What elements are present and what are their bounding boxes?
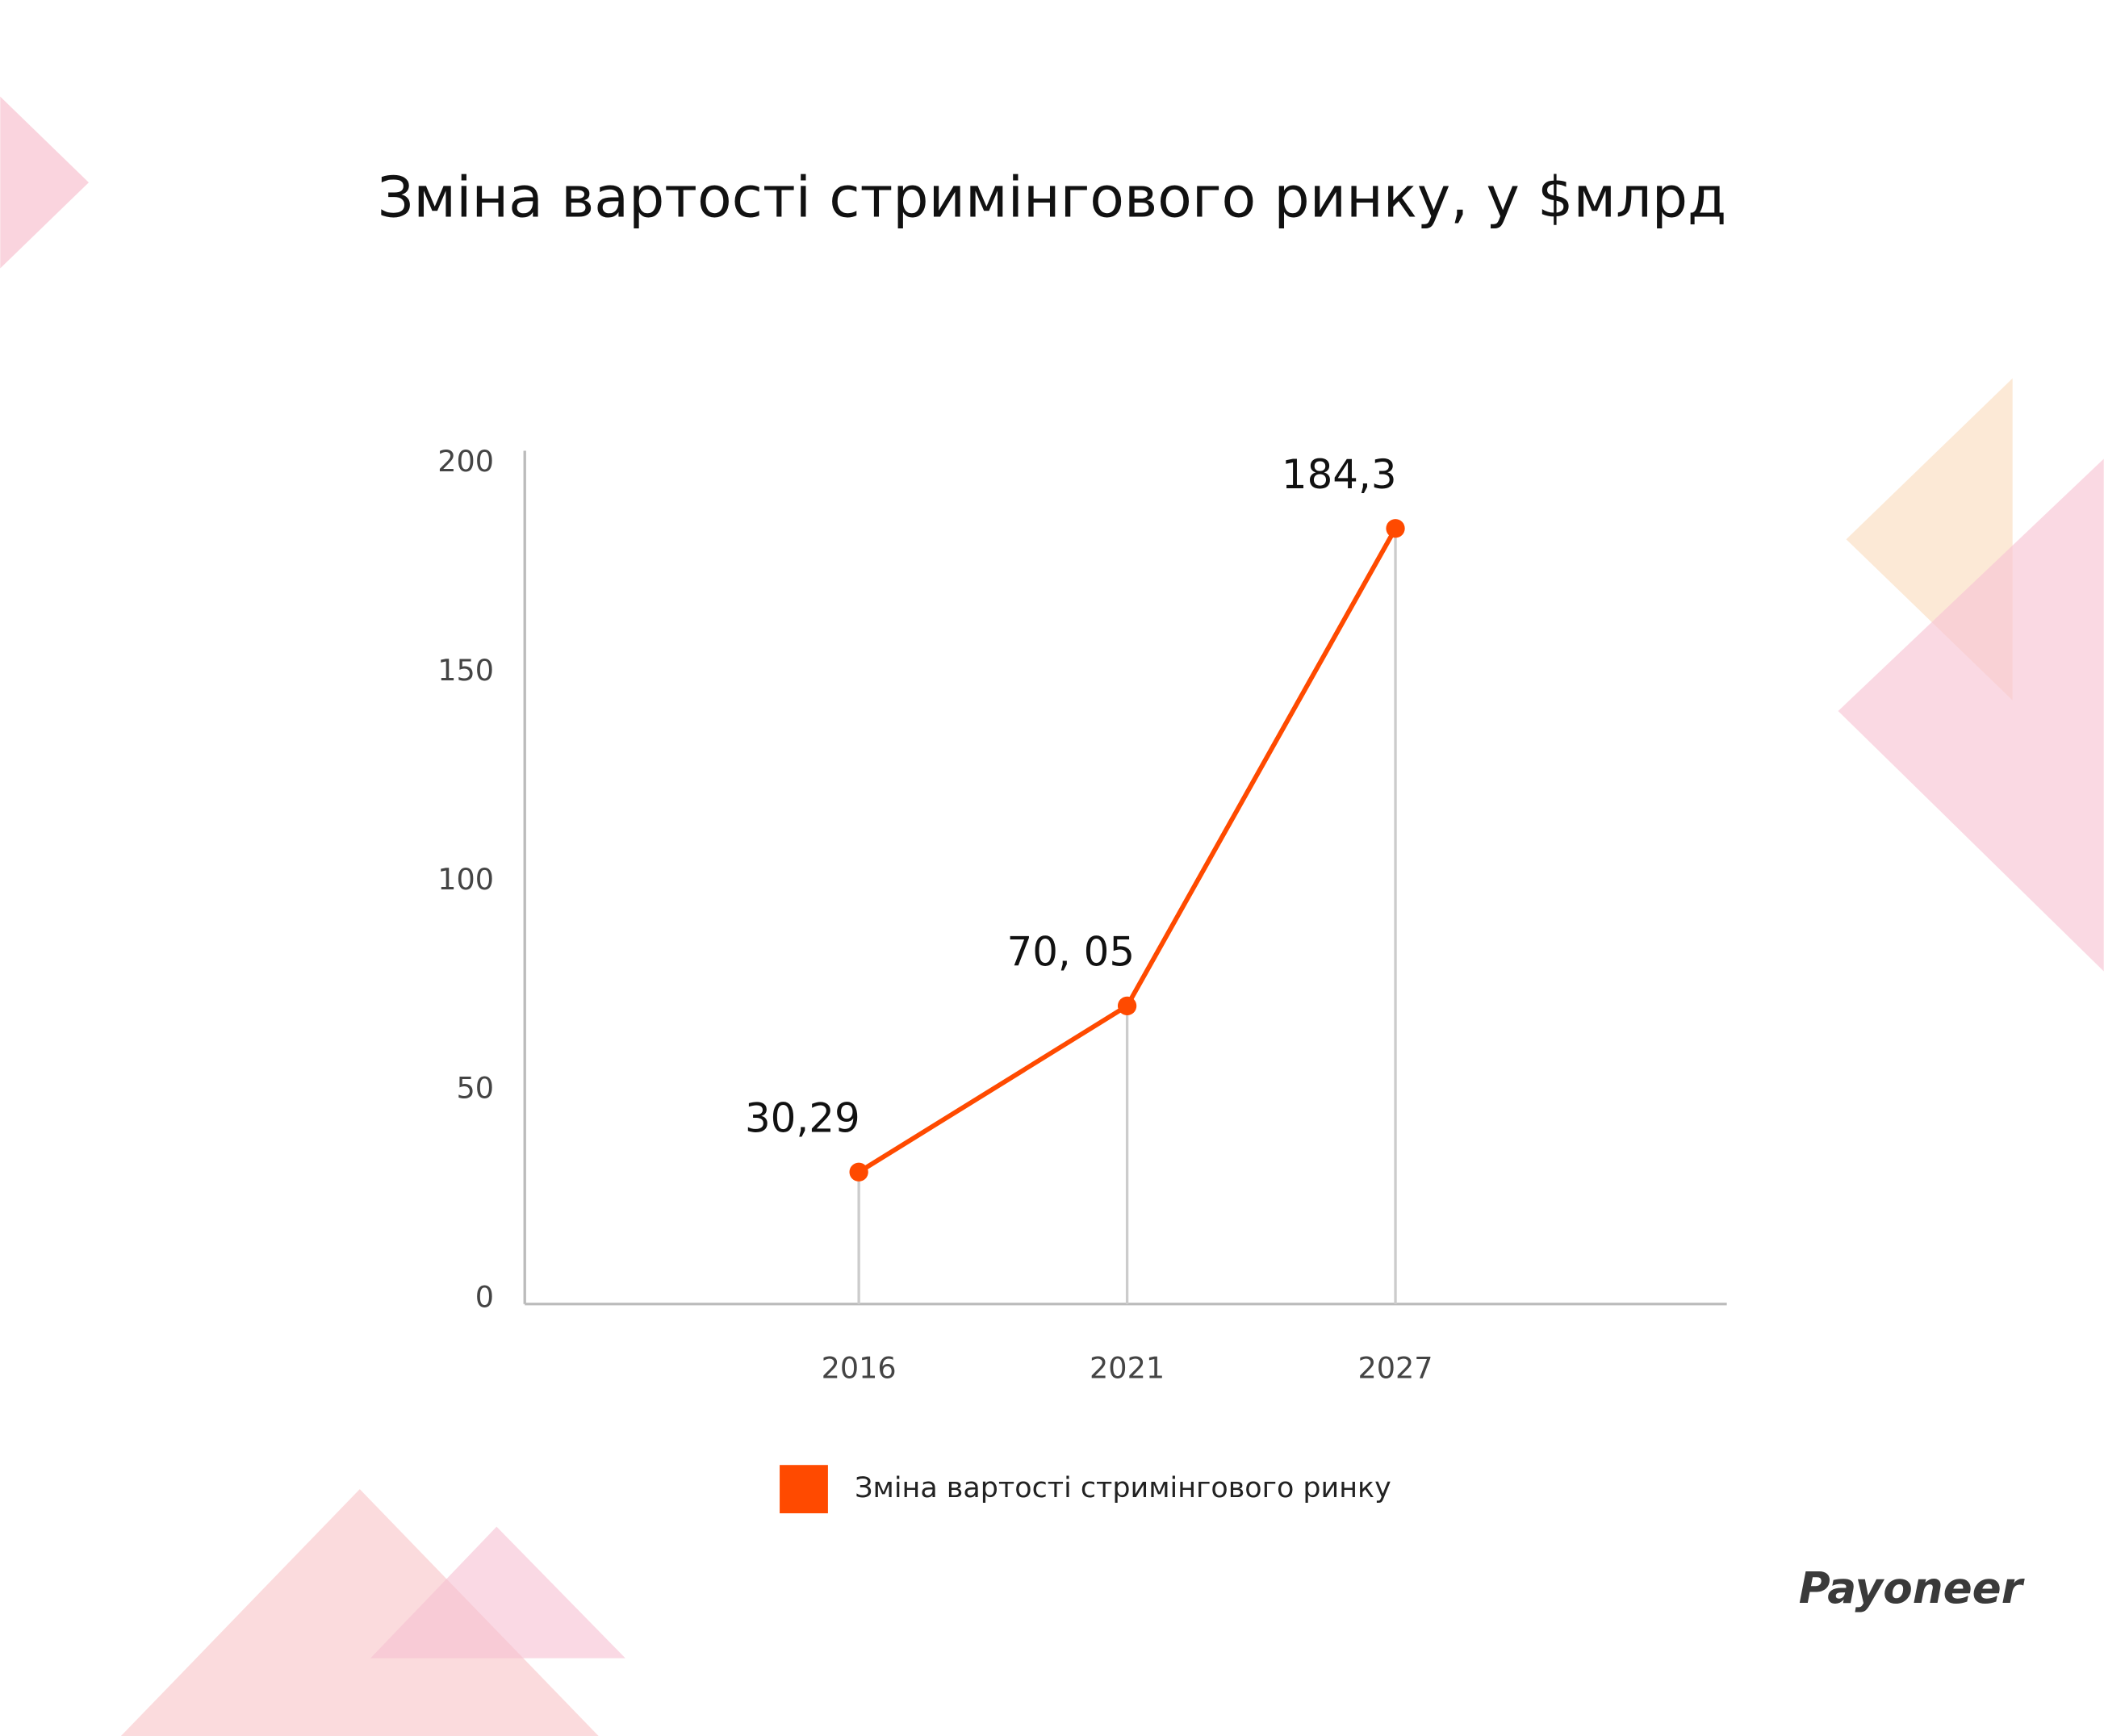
chart-title: Зміна вартості стримінгового ринку, у $м… bbox=[378, 165, 1727, 230]
logo: Payoneer bbox=[1799, 1563, 2025, 1613]
x-tick-label: 2016 bbox=[822, 1351, 897, 1386]
data-label: 30,29 bbox=[745, 1095, 860, 1142]
y-tick-label: 0 bbox=[475, 1280, 494, 1315]
x-tick-label: 2021 bbox=[1090, 1351, 1165, 1386]
data-point bbox=[849, 1162, 868, 1182]
y-tick-label: 50 bbox=[456, 1071, 494, 1106]
x-tick-label: 2027 bbox=[1358, 1351, 1433, 1386]
data-label: 184,3 bbox=[1282, 451, 1397, 498]
legend-label: Зміна вартості стримінгового ринку bbox=[855, 1472, 1391, 1504]
data-label: 70, 05 bbox=[1006, 929, 1135, 976]
legend-swatch bbox=[780, 1465, 828, 1514]
y-tick-label: 150 bbox=[437, 653, 494, 688]
decoration bbox=[0, 96, 2104, 1736]
y-tick-label: 200 bbox=[437, 444, 494, 479]
y-tick-label: 100 bbox=[437, 862, 494, 897]
data-point bbox=[1117, 996, 1137, 1016]
data-point bbox=[1386, 519, 1405, 538]
